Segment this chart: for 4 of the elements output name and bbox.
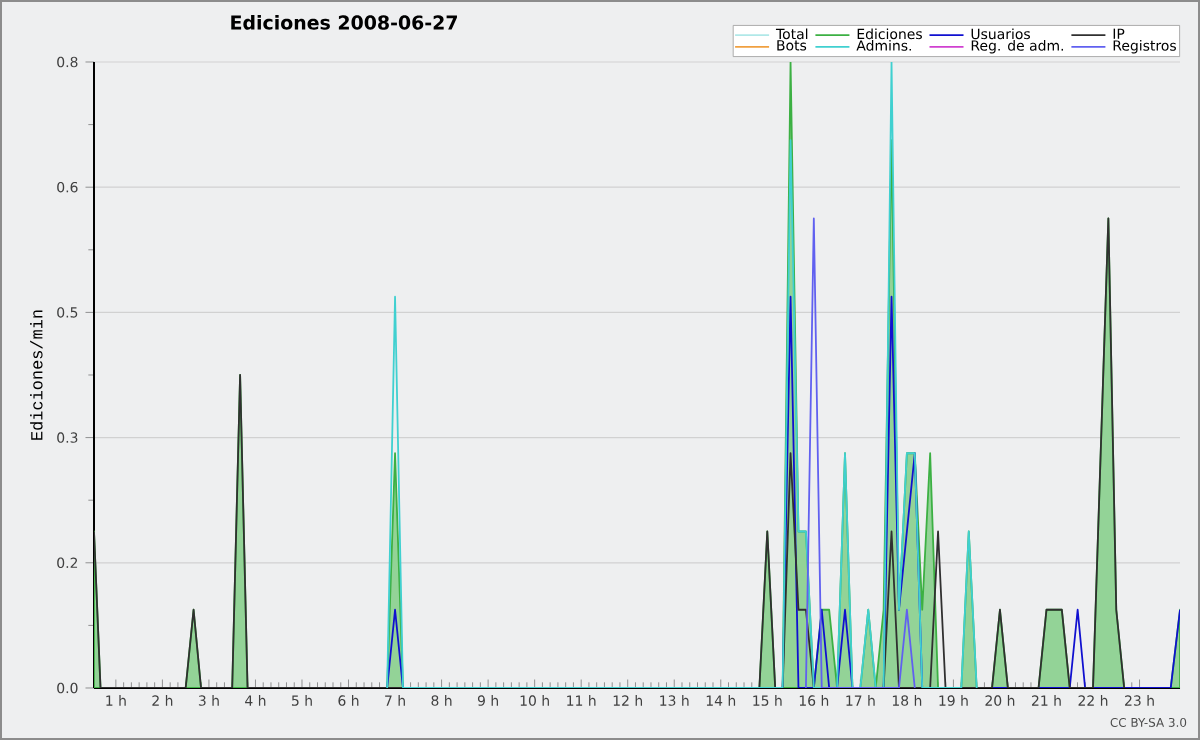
line-series: [94, 217, 1126, 688]
chart-title: Ediciones 2008-06-27: [231, 15, 457, 30]
y-axis-title: Ediciones/min: [30, 310, 43, 440]
line-series: [386, 61, 978, 688]
